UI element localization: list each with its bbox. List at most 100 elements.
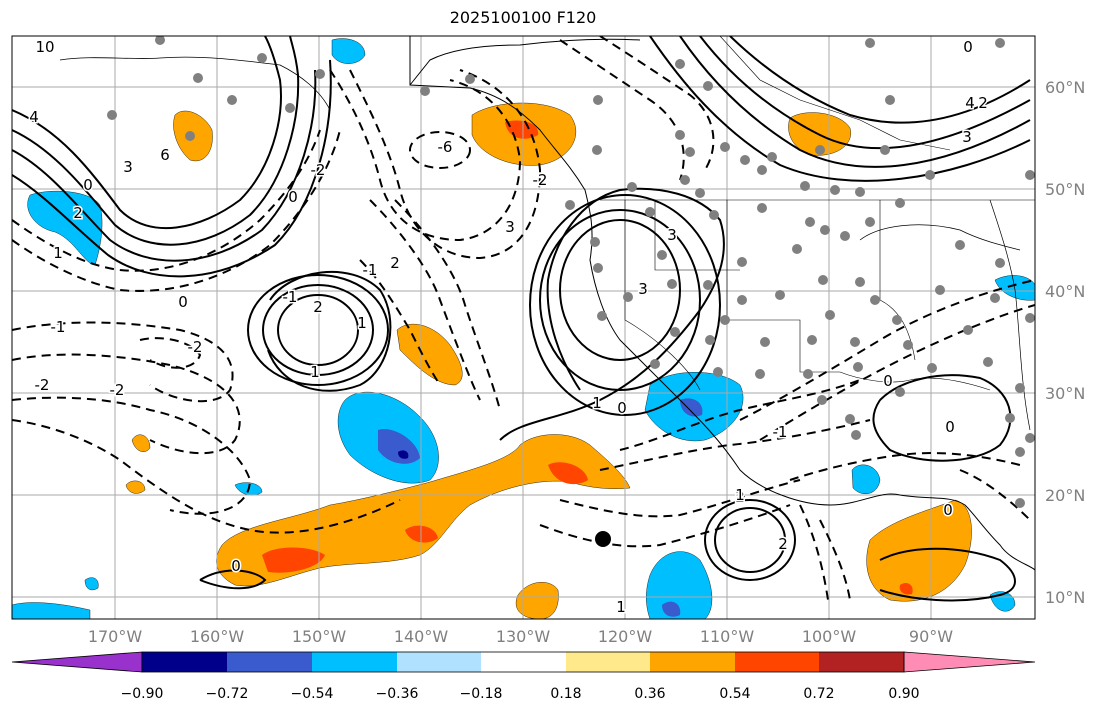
station-markers xyxy=(107,36,1035,508)
contour-value-label: 3 xyxy=(123,158,133,176)
contour-value-label: 1 xyxy=(357,314,367,332)
colorbar-label: 0.54 xyxy=(719,686,750,702)
contour-value-label: -1 xyxy=(363,261,378,279)
map-frame xyxy=(11,35,1036,620)
colorbar-segment xyxy=(819,652,904,672)
contour-labels: 1043021-1-262-2102-2-11-2330-13204-6-20-… xyxy=(28,37,990,618)
contour-value-label: 1 xyxy=(53,244,63,262)
contour-value-label: 2 xyxy=(390,254,400,272)
colorbar-label: 0.72 xyxy=(803,686,834,702)
colorbar-segment xyxy=(566,652,650,672)
colorbar-label: −0.36 xyxy=(376,686,419,702)
contour-value-label: 1 xyxy=(592,394,602,412)
contour-value-label: 0 xyxy=(943,501,953,519)
colorbar-segment xyxy=(312,652,397,672)
lat-label: 20°N xyxy=(1045,486,1085,505)
contour-value-label: 3 xyxy=(638,280,648,298)
lat-label: 40°N xyxy=(1045,282,1085,301)
negative-anomaly-core xyxy=(662,601,681,617)
contour-value-label: 3 xyxy=(505,218,515,236)
contour-value-label: -2 xyxy=(533,171,548,189)
contour-value-label: 0 xyxy=(945,418,955,436)
lat-label: 50°N xyxy=(1045,180,1085,199)
positive-anomaly-core xyxy=(548,462,588,485)
storm-center-marker xyxy=(595,531,611,547)
contour-value-label: 2 xyxy=(313,298,323,316)
longitude-labels: 170°W 160°W 150°W 140°W 130°W 120°W 110°… xyxy=(88,627,953,646)
contour-value-label: 0 xyxy=(231,557,241,575)
positive-anomaly-core xyxy=(262,547,325,573)
negative-anomaly-region xyxy=(646,551,713,619)
contour-value-label: 0 xyxy=(617,399,627,417)
contour-value-label: -2 xyxy=(35,376,50,394)
colorbar-segment xyxy=(650,652,735,672)
contour-value-label: 6 xyxy=(160,146,170,164)
colorbar xyxy=(11,651,1036,673)
positive-anomaly-region xyxy=(131,434,151,452)
colorbar-label: 0.90 xyxy=(888,686,919,702)
contour-value-label: 4 xyxy=(965,94,975,112)
positive-anomaly-region xyxy=(125,480,146,494)
colorbar-label: 0.18 xyxy=(550,686,581,702)
contour-value-label: -2 xyxy=(110,381,125,399)
colorbar-segment xyxy=(142,652,227,672)
positive-anomaly-core xyxy=(899,583,913,595)
lat-label: 60°N xyxy=(1045,78,1085,97)
contour-value-label: 1 xyxy=(616,598,626,616)
colorbar-label: −0.54 xyxy=(291,686,334,702)
lat-label: 10°N xyxy=(1045,588,1085,607)
contour-value-label: 0 xyxy=(883,372,893,390)
colorbar-label: −0.18 xyxy=(460,686,503,702)
lat-label: 30°N xyxy=(1045,384,1085,403)
contour-value-label: 3 xyxy=(667,226,677,244)
lon-label: 100°W xyxy=(802,627,857,646)
contour-value-label: -2 xyxy=(311,161,326,179)
lon-label: 170°W xyxy=(88,627,143,646)
colorbar-label: −0.72 xyxy=(206,686,249,702)
map-area xyxy=(12,36,1035,619)
colorbar-label: −0.90 xyxy=(121,686,164,702)
negative-anomaly-core xyxy=(398,450,409,459)
positive-anomaly-region xyxy=(515,582,559,619)
contour-value-label: 0 xyxy=(288,188,298,206)
dashed-contours xyxy=(12,36,1035,601)
contour-value-label: -1 xyxy=(773,423,788,441)
lon-label: 160°W xyxy=(190,627,245,646)
negative-anomaly-region xyxy=(12,602,91,619)
contour-value-label: -1 xyxy=(51,318,66,336)
contour-value-label: 2 xyxy=(73,204,83,222)
lon-label: 140°W xyxy=(394,627,449,646)
gridlines xyxy=(12,36,1035,619)
contour-value-label: -1 xyxy=(283,288,298,306)
colorbar-frame xyxy=(141,651,905,673)
contour-value-label: -2 xyxy=(188,338,203,356)
contour-value-label: 4 xyxy=(29,108,39,126)
contour-value-label: 0 xyxy=(83,176,93,194)
solid-contours xyxy=(12,36,1031,602)
contour-value-label: 0 xyxy=(963,38,973,56)
contour-value-label: 1 xyxy=(735,486,745,504)
colorbar-label: 0.36 xyxy=(634,686,665,702)
positive-anomaly-region xyxy=(396,323,463,386)
lon-label: 110°W xyxy=(700,627,755,646)
contour-value-label: 2 xyxy=(978,94,988,112)
negative-anomaly-fills xyxy=(12,38,1035,619)
lon-label: 150°W xyxy=(292,627,347,646)
negative-anomaly-core xyxy=(680,398,703,417)
contour-value-label: 2 xyxy=(735,488,745,506)
negative-anomaly-region xyxy=(851,464,881,495)
contour-value-label: 0 xyxy=(178,293,188,311)
colorbar-segment xyxy=(397,652,481,672)
colorbar-segment xyxy=(481,652,566,672)
latitude-labels: 60°N 50°N 40°N 30°N 20°N 10°N xyxy=(1045,78,1085,607)
colorbar-segment xyxy=(903,651,1036,673)
lon-label: 90°W xyxy=(909,627,953,646)
contour-value-label: 1 xyxy=(310,363,320,381)
lon-label: 120°W xyxy=(598,627,653,646)
contour-value-label: 2 xyxy=(778,535,788,553)
map-title: 2025100100 F120 xyxy=(449,8,597,27)
contour-value-label: -6 xyxy=(438,138,453,156)
contour-value-label: -1 xyxy=(773,422,788,440)
contour-value-label: 10 xyxy=(35,38,54,56)
